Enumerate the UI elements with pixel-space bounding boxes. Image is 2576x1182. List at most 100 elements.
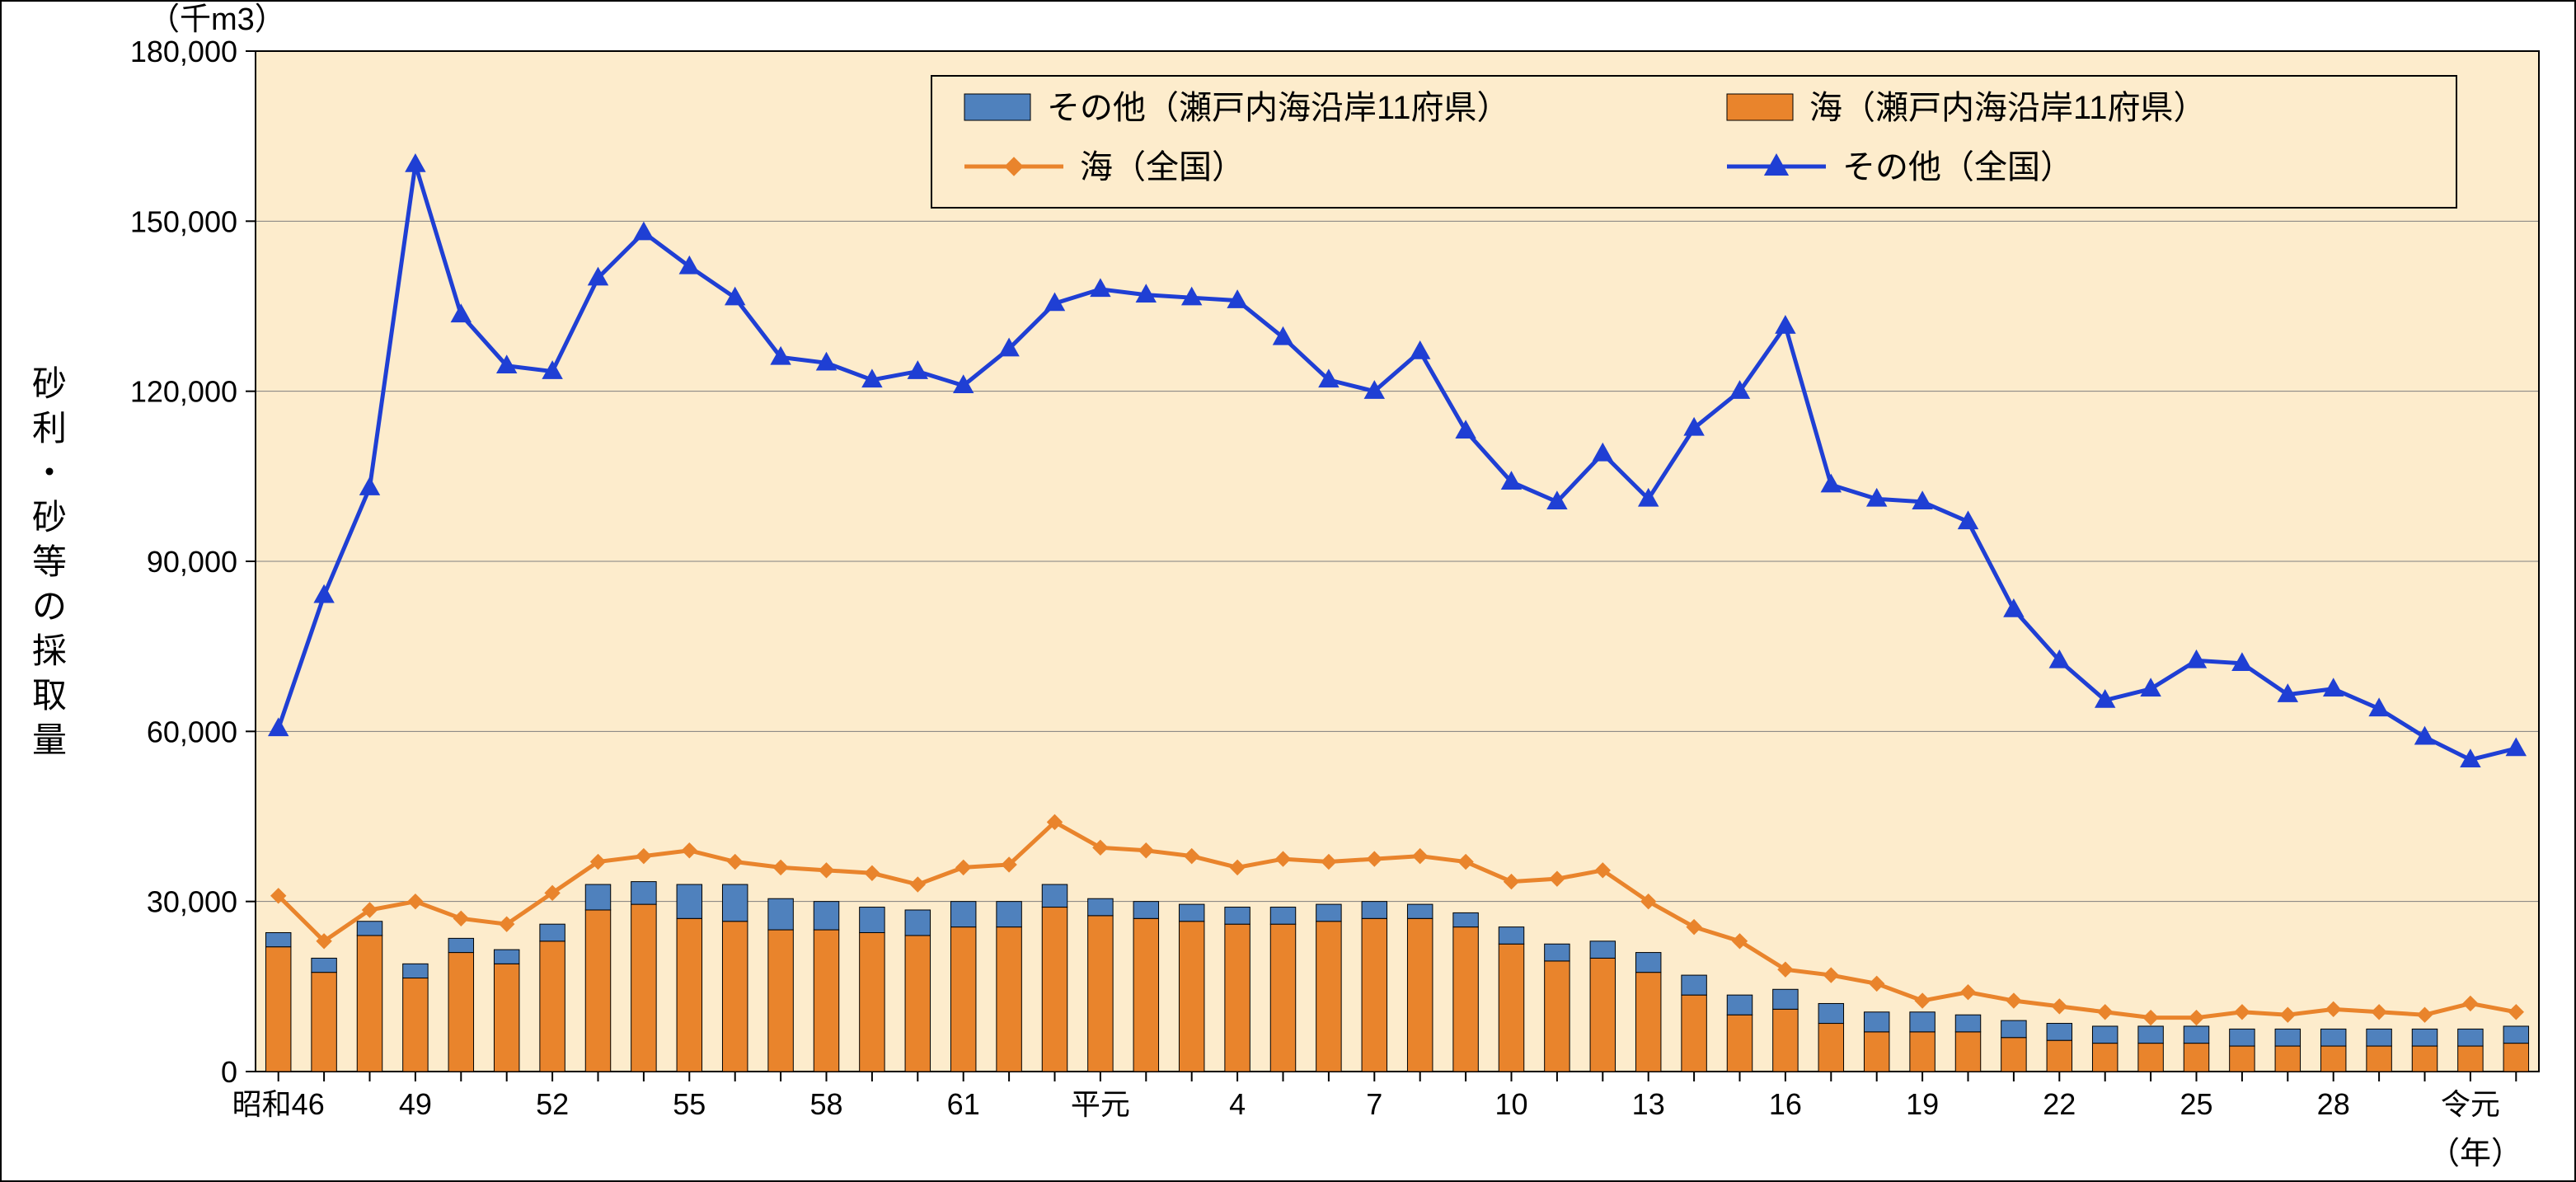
svg-text:180,000: 180,000 bbox=[130, 35, 237, 68]
bar-sea bbox=[2184, 1044, 2208, 1072]
svg-text:10: 10 bbox=[1494, 1087, 1527, 1121]
bar-sea bbox=[540, 941, 565, 1072]
bar-other bbox=[357, 922, 382, 936]
bar-other bbox=[1910, 1012, 1935, 1032]
bar-other bbox=[265, 932, 290, 946]
bar-other bbox=[997, 902, 1021, 927]
svg-text:・: ・ bbox=[32, 453, 67, 492]
bar-sea bbox=[1088, 916, 1113, 1072]
bar-sea bbox=[312, 973, 336, 1072]
bar-other bbox=[1545, 944, 1570, 961]
bar-other bbox=[312, 958, 336, 972]
bar-sea bbox=[1407, 918, 1432, 1072]
legend-swatch bbox=[1727, 94, 1793, 120]
bar-other bbox=[2138, 1026, 2163, 1044]
legend-swatch bbox=[964, 94, 1030, 120]
svg-text:（年）: （年） bbox=[2428, 1137, 2522, 1171]
bar-other bbox=[1635, 953, 1660, 973]
bar-other bbox=[677, 884, 701, 918]
svg-text:49: 49 bbox=[399, 1087, 432, 1121]
bar-sea bbox=[1818, 1024, 1843, 1072]
svg-text:平元: 平元 bbox=[1071, 1087, 1130, 1121]
svg-text:22: 22 bbox=[2043, 1087, 2076, 1121]
bar-other bbox=[1179, 904, 1204, 922]
bar-sea bbox=[2001, 1038, 2026, 1072]
svg-text:昭和46: 昭和46 bbox=[232, 1087, 325, 1121]
svg-text:90,000: 90,000 bbox=[147, 545, 237, 579]
svg-text:60,000: 60,000 bbox=[147, 715, 237, 748]
bar-other bbox=[814, 902, 838, 930]
bar-sea bbox=[1773, 1009, 1798, 1072]
bar-other bbox=[1590, 941, 1615, 959]
svg-text:58: 58 bbox=[809, 1087, 842, 1121]
bar-other bbox=[1955, 1015, 1980, 1032]
legend-label: その他（瀬戸内海沿岸11府県） bbox=[1047, 90, 1510, 126]
bar-sea bbox=[1133, 918, 1158, 1072]
bar-sea bbox=[1225, 924, 1250, 1072]
bar-other bbox=[1407, 904, 1432, 918]
bar-sea bbox=[1910, 1032, 1935, 1072]
bar-sea bbox=[494, 964, 518, 1072]
bar-other bbox=[905, 910, 930, 936]
chart-svg: 0 30,000 60,000 90,000 120,000 150,000 180,000… bbox=[0, 0, 2576, 1182]
bar-other bbox=[631, 882, 656, 905]
svg-text:150,000: 150,000 bbox=[130, 204, 237, 238]
svg-text:19: 19 bbox=[1906, 1087, 1939, 1121]
bar-other bbox=[2503, 1026, 2528, 1044]
bar-other bbox=[2047, 1024, 2072, 1041]
bar-other bbox=[1270, 908, 1295, 925]
bar-sea bbox=[1727, 1015, 1752, 1072]
bar-other bbox=[1088, 898, 1113, 916]
bar-other bbox=[1362, 902, 1387, 919]
bar-other bbox=[1042, 884, 1067, 908]
svg-text:4: 4 bbox=[1229, 1087, 1246, 1121]
svg-text:0: 0 bbox=[221, 1055, 237, 1089]
bar-sea bbox=[997, 927, 1021, 1072]
bar-sea bbox=[2230, 1046, 2255, 1072]
bar-other bbox=[1727, 995, 1752, 1015]
bar-sea bbox=[1453, 927, 1478, 1072]
bar-other bbox=[448, 938, 473, 952]
bar-sea bbox=[2092, 1044, 2117, 1072]
bar-sea bbox=[1499, 944, 1523, 1072]
legend-label: 海（全国） bbox=[1080, 149, 1245, 185]
legend-label: 海（瀬戸内海沿岸11府県） bbox=[1809, 90, 2207, 126]
bar-sea bbox=[2275, 1046, 2300, 1072]
bar-other bbox=[1499, 927, 1523, 945]
svg-text:30,000: 30,000 bbox=[147, 885, 237, 919]
bar-other bbox=[2320, 1029, 2345, 1046]
bar-other bbox=[403, 964, 428, 978]
svg-text:55: 55 bbox=[673, 1087, 706, 1121]
svg-text:利: 利 bbox=[32, 409, 67, 448]
svg-text:砂: 砂 bbox=[32, 498, 67, 537]
bar-other bbox=[722, 884, 747, 922]
bar-sea bbox=[1179, 922, 1204, 1072]
svg-text:28: 28 bbox=[2317, 1087, 2350, 1121]
bar-sea bbox=[2047, 1040, 2072, 1072]
bar-sea bbox=[1864, 1032, 1889, 1072]
svg-text:13: 13 bbox=[1632, 1087, 1665, 1121]
bar-other bbox=[2184, 1026, 2208, 1044]
bar-sea bbox=[2458, 1046, 2483, 1072]
bar-other bbox=[1133, 902, 1158, 919]
bar-sea bbox=[2320, 1046, 2345, 1072]
bar-other bbox=[1682, 975, 1706, 995]
bar-sea bbox=[677, 918, 701, 1072]
svg-text:120,000: 120,000 bbox=[130, 375, 237, 409]
svg-text:砂: 砂 bbox=[32, 364, 67, 403]
bar-other bbox=[2367, 1029, 2391, 1046]
svg-text:量: 量 bbox=[32, 720, 67, 759]
bar-sea bbox=[403, 978, 428, 1072]
chart-container: 0 30,000 60,000 90,000 120,000 150,000 180,000… bbox=[0, 0, 2576, 1182]
bar-sea bbox=[1682, 995, 1706, 1072]
bar-other bbox=[860, 908, 884, 933]
svg-text:（千m3）: （千m3） bbox=[148, 2, 286, 37]
bar-other bbox=[2001, 1020, 2026, 1038]
bar-other bbox=[1225, 908, 1250, 925]
svg-text:16: 16 bbox=[1769, 1087, 1802, 1121]
bar-sea bbox=[814, 930, 838, 1072]
svg-text:25: 25 bbox=[2180, 1087, 2212, 1121]
bar-sea bbox=[1545, 961, 1570, 1072]
svg-text:令元: 令元 bbox=[2441, 1087, 2500, 1121]
bar-other bbox=[2230, 1029, 2255, 1046]
